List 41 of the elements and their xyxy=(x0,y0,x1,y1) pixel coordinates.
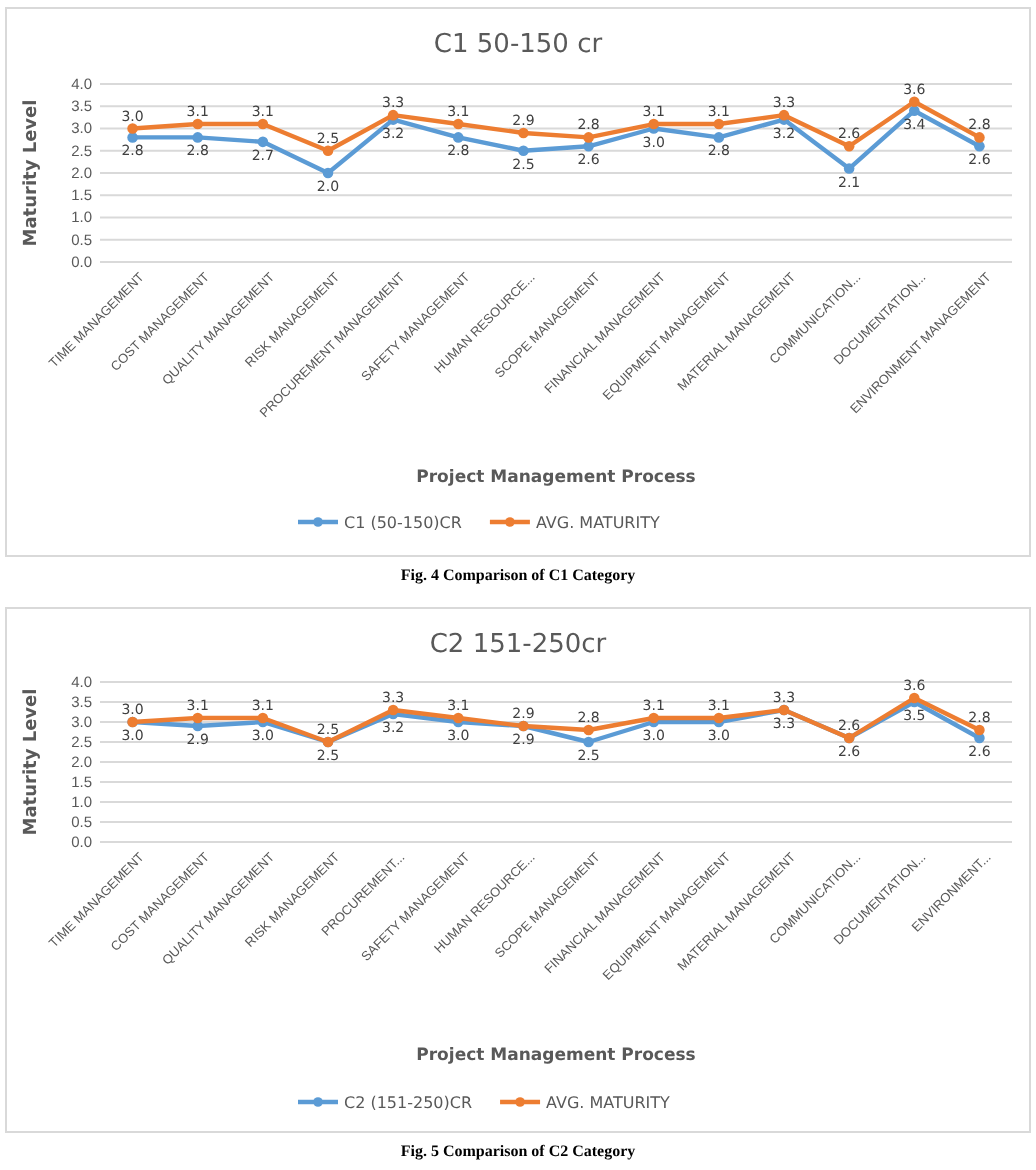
point xyxy=(583,132,594,143)
point xyxy=(518,145,529,157)
caption: Fig. 5 Comparison of C2 Category xyxy=(400,1142,636,1160)
point xyxy=(322,145,334,157)
legend-label: AVG. MATURITY xyxy=(535,514,660,532)
point xyxy=(192,712,204,724)
point xyxy=(452,132,464,143)
point xyxy=(974,141,985,152)
legend-label: C1 (50-150)CR xyxy=(344,514,463,532)
chart-title: C1 50-150 cr xyxy=(433,30,604,60)
chart-title: C2 151-250cr xyxy=(429,630,608,660)
point xyxy=(843,141,855,152)
point xyxy=(387,109,399,121)
y-axis-title: Maturity Level xyxy=(22,688,42,836)
point xyxy=(257,118,269,130)
point xyxy=(648,118,660,130)
x-axis-title: Project Management Process xyxy=(416,1046,696,1066)
legend-label: C2 (151-250)CR xyxy=(344,1094,473,1112)
point xyxy=(192,132,204,143)
caption: Fig. 4 Comparison of C1 Category xyxy=(400,566,636,584)
point xyxy=(778,109,790,121)
point xyxy=(452,118,464,130)
point xyxy=(908,105,920,116)
x-axis-title: Project Management Process xyxy=(416,468,696,488)
point xyxy=(713,118,725,130)
point xyxy=(518,127,529,139)
point xyxy=(127,132,138,143)
point xyxy=(843,163,855,174)
point xyxy=(192,118,204,130)
y-axis-title: Maturity Level xyxy=(22,99,42,247)
point xyxy=(713,132,725,143)
point xyxy=(583,724,594,736)
point xyxy=(583,141,594,152)
point xyxy=(257,136,269,148)
legend-label: AVG. MATURITY xyxy=(546,1094,671,1112)
point xyxy=(974,724,985,736)
point xyxy=(974,132,985,143)
point xyxy=(322,167,334,179)
point xyxy=(127,123,138,134)
point xyxy=(908,96,920,108)
point xyxy=(583,736,594,748)
